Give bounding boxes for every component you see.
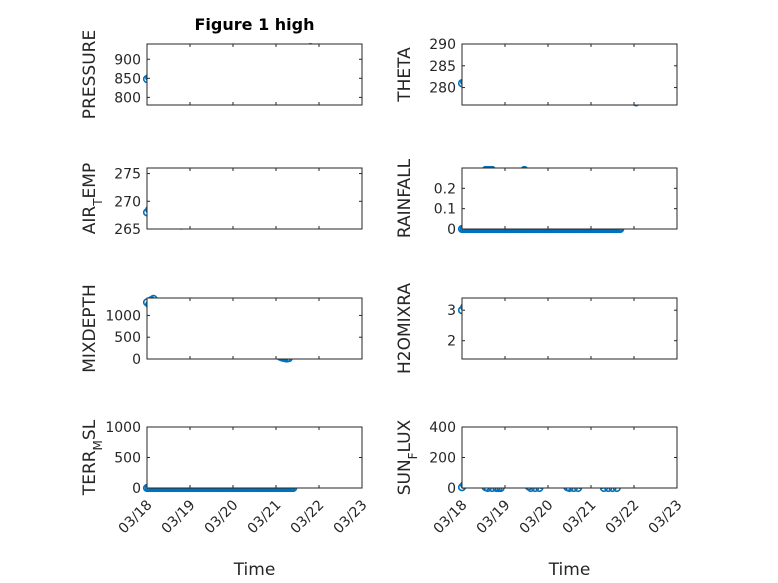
axes-theta: 280 285 290 THETA: [395, 37, 678, 107]
axes-container: 800 850 900 PRESSURE Figure 1 high 280 285 290 T…: [80, 15, 685, 580]
y-tick-label: 850: [114, 71, 141, 87]
y-tick-label: 500: [114, 330, 141, 346]
y-tick-label: 0.2: [434, 181, 456, 197]
y-tick-label: 800: [114, 90, 141, 106]
axes-h2omixra: 2 3 H2OMIXRA: [395, 283, 678, 374]
axes-frame: [146, 43, 363, 106]
axes-frame: [461, 43, 678, 106]
y-tick-label: 275: [114, 167, 141, 183]
axes-frame: [146, 297, 363, 360]
y-tick-label: 0: [447, 222, 456, 238]
y-tick-label: 0: [132, 481, 141, 497]
y-axis-label: THETA: [395, 47, 415, 103]
axes-mixdepth: 0 500 1000 MIXDEPTH: [80, 284, 363, 373]
y-tick-label: 400: [429, 420, 456, 436]
axes-rainfall: 0 0.1 0.2 RAINFALL: [395, 158, 678, 238]
y-tick-label: 0.1: [434, 202, 456, 218]
y-axis-label: PRESSURE: [80, 30, 100, 119]
x-axis-label: Time: [548, 560, 591, 580]
axes-frame: [146, 167, 363, 230]
y-axis-label: TERRMSL: [80, 419, 105, 496]
axes-frame: [461, 426, 678, 489]
y-tick-label: 285: [429, 59, 456, 75]
x-axis-label: Time: [233, 560, 276, 580]
axes-pressure: 800 850 900 PRESSURE Figure 1 high: [80, 15, 363, 119]
axes-frame: [146, 426, 363, 489]
y-axis-label: RAINFALL: [395, 158, 415, 238]
y-tick-label: 900: [114, 52, 141, 68]
axes-frame: [461, 167, 678, 230]
y-axis-label: H2OMIXRA: [395, 283, 415, 374]
axes-air_temp: 265 270 275 AIRTEMP: [80, 163, 363, 238]
y-tick-label: 1000: [105, 420, 141, 436]
axes-frame: [461, 297, 678, 360]
y-tick-label: 265: [114, 222, 141, 238]
y-tick-label: 0: [132, 352, 141, 368]
y-axis-label: AIRTEMP: [80, 163, 105, 234]
chart-title: Figure 1 high: [195, 15, 315, 34]
y-tick-label: 1000: [105, 308, 141, 324]
y-tick-label: 280: [429, 81, 456, 97]
y-tick-label: 3: [447, 303, 456, 319]
y-tick-label: 200: [429, 451, 456, 467]
y-tick-label: 290: [429, 37, 456, 53]
y-tick-label: 500: [114, 451, 141, 467]
y-axis-label: MIXDEPTH: [80, 284, 100, 373]
y-tick-label: 2: [447, 334, 456, 350]
y-tick-label: 270: [114, 194, 141, 210]
y-axis-label: SUNFLUX: [395, 419, 420, 495]
y-tick-label: 0: [447, 481, 456, 497]
